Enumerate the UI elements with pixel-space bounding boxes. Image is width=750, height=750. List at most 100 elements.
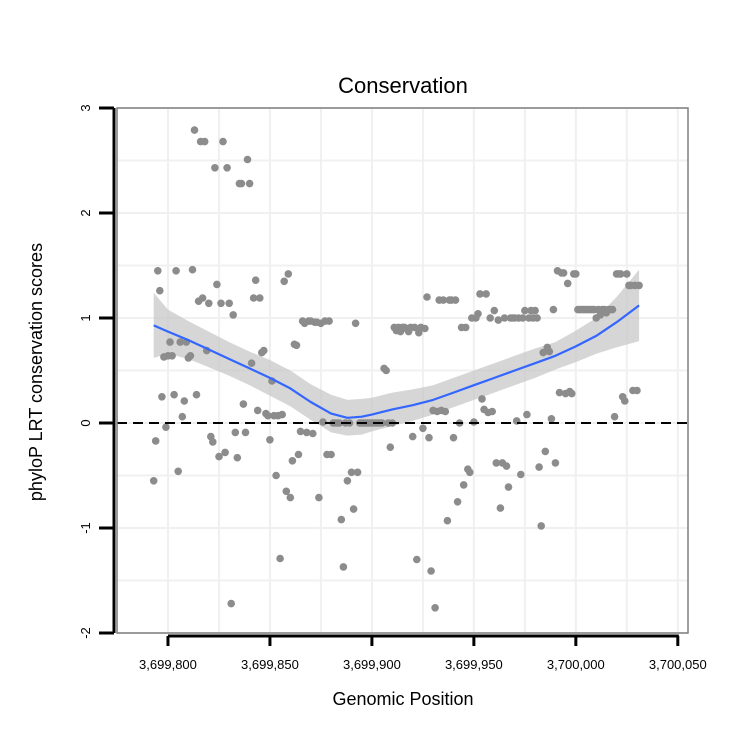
- data-point: [568, 389, 576, 398]
- data-point: [219, 137, 227, 146]
- data-point: [186, 352, 195, 360]
- data-point: [519, 314, 527, 322]
- data-point: [459, 481, 468, 489]
- data-point: [205, 299, 213, 308]
- data-point: [533, 314, 541, 322]
- data-point: [188, 265, 197, 274]
- data-point: [413, 555, 421, 564]
- data-point: [466, 468, 474, 477]
- data-point: [280, 277, 289, 286]
- data-point: [517, 470, 525, 479]
- data-point: [241, 428, 250, 437]
- data-point: [545, 347, 554, 356]
- data-point: [419, 424, 427, 433]
- data-point: [537, 522, 545, 530]
- data-point: [339, 563, 348, 571]
- data-point: [535, 463, 543, 471]
- x-tick-label: 3,699,950: [445, 657, 503, 672]
- data-point: [494, 316, 503, 324]
- data-point: [327, 450, 335, 459]
- data-point: [221, 448, 229, 457]
- data-point: [549, 305, 558, 314]
- data-point: [555, 388, 564, 397]
- data-point: [296, 427, 305, 436]
- data-point: [408, 432, 417, 441]
- axes: 3,699,800 3,699,850 3,699,900 3,699,950 3,70…: [78, 104, 707, 672]
- data-point: [382, 366, 391, 375]
- data-point: [172, 267, 180, 275]
- x-tick-label: 3,699,900: [343, 657, 401, 672]
- data-point: [292, 341, 301, 350]
- data-point: [149, 477, 158, 485]
- data-point: [353, 468, 362, 477]
- data-point: [410, 323, 419, 332]
- data-point: [249, 294, 258, 302]
- data-point: [500, 314, 509, 322]
- data-point: [441, 407, 450, 416]
- data-point: [176, 338, 184, 346]
- data-point: [166, 338, 174, 346]
- data-point: [168, 352, 176, 360]
- data-point: [215, 452, 223, 461]
- data-point: [427, 567, 435, 575]
- x-tick-label: 3,699,800: [139, 657, 197, 672]
- data-point: [551, 459, 560, 467]
- data-point: [351, 319, 360, 328]
- data-point: [439, 296, 448, 304]
- plot-panel-border: [116, 107, 689, 634]
- data-point: [225, 299, 233, 308]
- data-point: [608, 305, 617, 314]
- data-point: [386, 443, 395, 452]
- data-point: [178, 412, 187, 421]
- data-point: [449, 433, 458, 442]
- data-point: [490, 306, 499, 315]
- data-point: [251, 276, 260, 285]
- confidence-ribbon: [153, 269, 640, 436]
- y-tick-label: 2: [78, 209, 93, 216]
- data-point: [288, 457, 297, 465]
- data-point: [572, 270, 580, 278]
- data-point: [278, 410, 287, 419]
- data-point: [239, 400, 248, 408]
- data-point: [229, 311, 237, 319]
- data-point: [349, 505, 358, 513]
- data-point: [337, 515, 346, 524]
- data-point: [474, 310, 482, 318]
- data-point: [421, 324, 429, 333]
- smooth-fit-line: [153, 304, 640, 419]
- data-point: [431, 604, 439, 612]
- data-point: [443, 516, 452, 525]
- data-point: [476, 290, 484, 298]
- y-tick-label: 1: [78, 314, 93, 321]
- data-point: [451, 296, 460, 304]
- data-point: [227, 599, 235, 608]
- data-point: [319, 418, 327, 426]
- data-point: [496, 504, 505, 512]
- data-point: [486, 314, 495, 322]
- data-point: [180, 397, 189, 405]
- data-point: [325, 317, 333, 325]
- data-point: [170, 390, 178, 399]
- y-tick-label: 0: [78, 419, 93, 426]
- x-tick-label: 3,699,850: [241, 657, 299, 672]
- data-point: [174, 467, 182, 476]
- data-point: [335, 419, 344, 427]
- data-point: [209, 438, 217, 446]
- y-tick-label: -1: [78, 522, 93, 534]
- data-point: [158, 393, 166, 401]
- data-point: [453, 498, 462, 506]
- data-point: [245, 179, 254, 188]
- data-point: [502, 462, 511, 470]
- data-point: [294, 450, 303, 459]
- chart-title: Conservation: [338, 73, 468, 98]
- data-point: [200, 137, 209, 146]
- data-point: [211, 164, 219, 172]
- data-point: [541, 447, 550, 456]
- data-point: [231, 428, 240, 437]
- data-point: [610, 412, 619, 421]
- data-point: [282, 487, 291, 496]
- data-point: [616, 270, 625, 278]
- data-point: [347, 468, 356, 477]
- data-point: [521, 306, 529, 315]
